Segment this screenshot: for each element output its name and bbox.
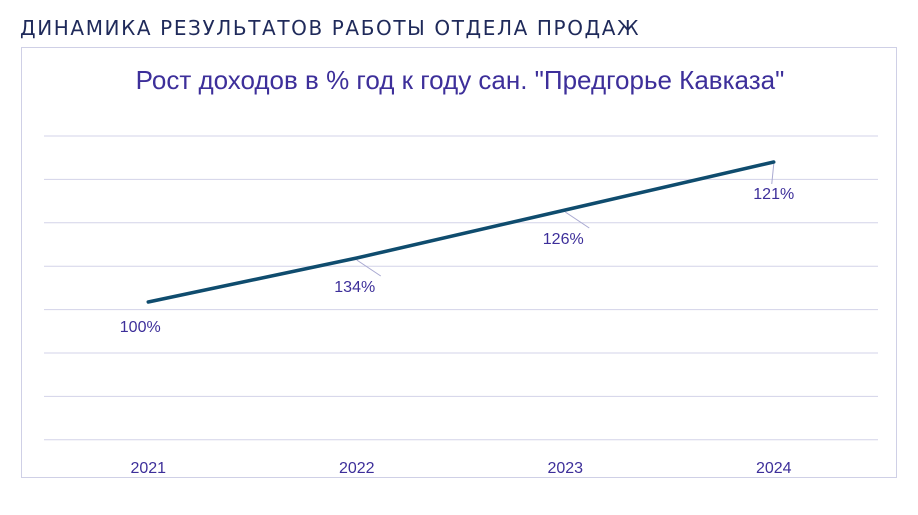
data-labels: 100% 134% 126% 121% [120, 186, 794, 336]
data-label: 100% [120, 319, 161, 336]
chart-frame: Рост доходов в % год к году сан. "Предго… [21, 47, 897, 478]
data-label: 126% [543, 231, 584, 248]
x-tick-label: 2023 [547, 460, 583, 477]
chart-title: Рост доходов в % год к году сан. "Предго… [136, 65, 785, 95]
leader-line [771, 163, 775, 185]
series-line [146, 160, 776, 304]
data-label: 134% [334, 279, 375, 296]
page-heading: ДИНАМИКА РЕЗУЛЬТАТОВ РАБОТЫ ОТДЕЛА ПРОДА… [20, 16, 641, 40]
x-axis-ticks: 2021 2022 2023 2024 [130, 460, 791, 477]
line-chart: Рост доходов в % год к году сан. "Предго… [44, 65, 878, 477]
leader-line [564, 211, 590, 229]
x-tick-label: 2022 [339, 460, 375, 477]
x-tick-label: 2024 [756, 460, 792, 477]
data-label: 121% [753, 186, 794, 203]
leader-lines [356, 163, 775, 277]
series-group [146, 160, 776, 304]
leader-line [356, 259, 382, 277]
gridlines [44, 135, 878, 441]
x-tick-label: 2021 [130, 460, 166, 477]
